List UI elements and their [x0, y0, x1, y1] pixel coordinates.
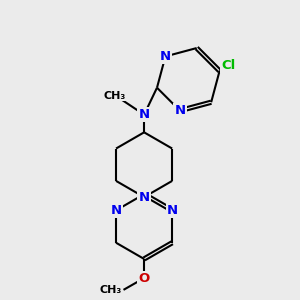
Text: Cl: Cl	[221, 58, 236, 72]
Text: N: N	[160, 50, 171, 63]
Text: N: N	[139, 190, 150, 204]
Text: N: N	[139, 108, 150, 121]
Text: CH₃: CH₃	[100, 285, 122, 295]
Text: N: N	[110, 204, 122, 217]
Text: N: N	[174, 104, 185, 117]
Text: N: N	[167, 204, 178, 217]
Text: CH₃: CH₃	[103, 91, 126, 100]
Text: O: O	[139, 272, 150, 285]
